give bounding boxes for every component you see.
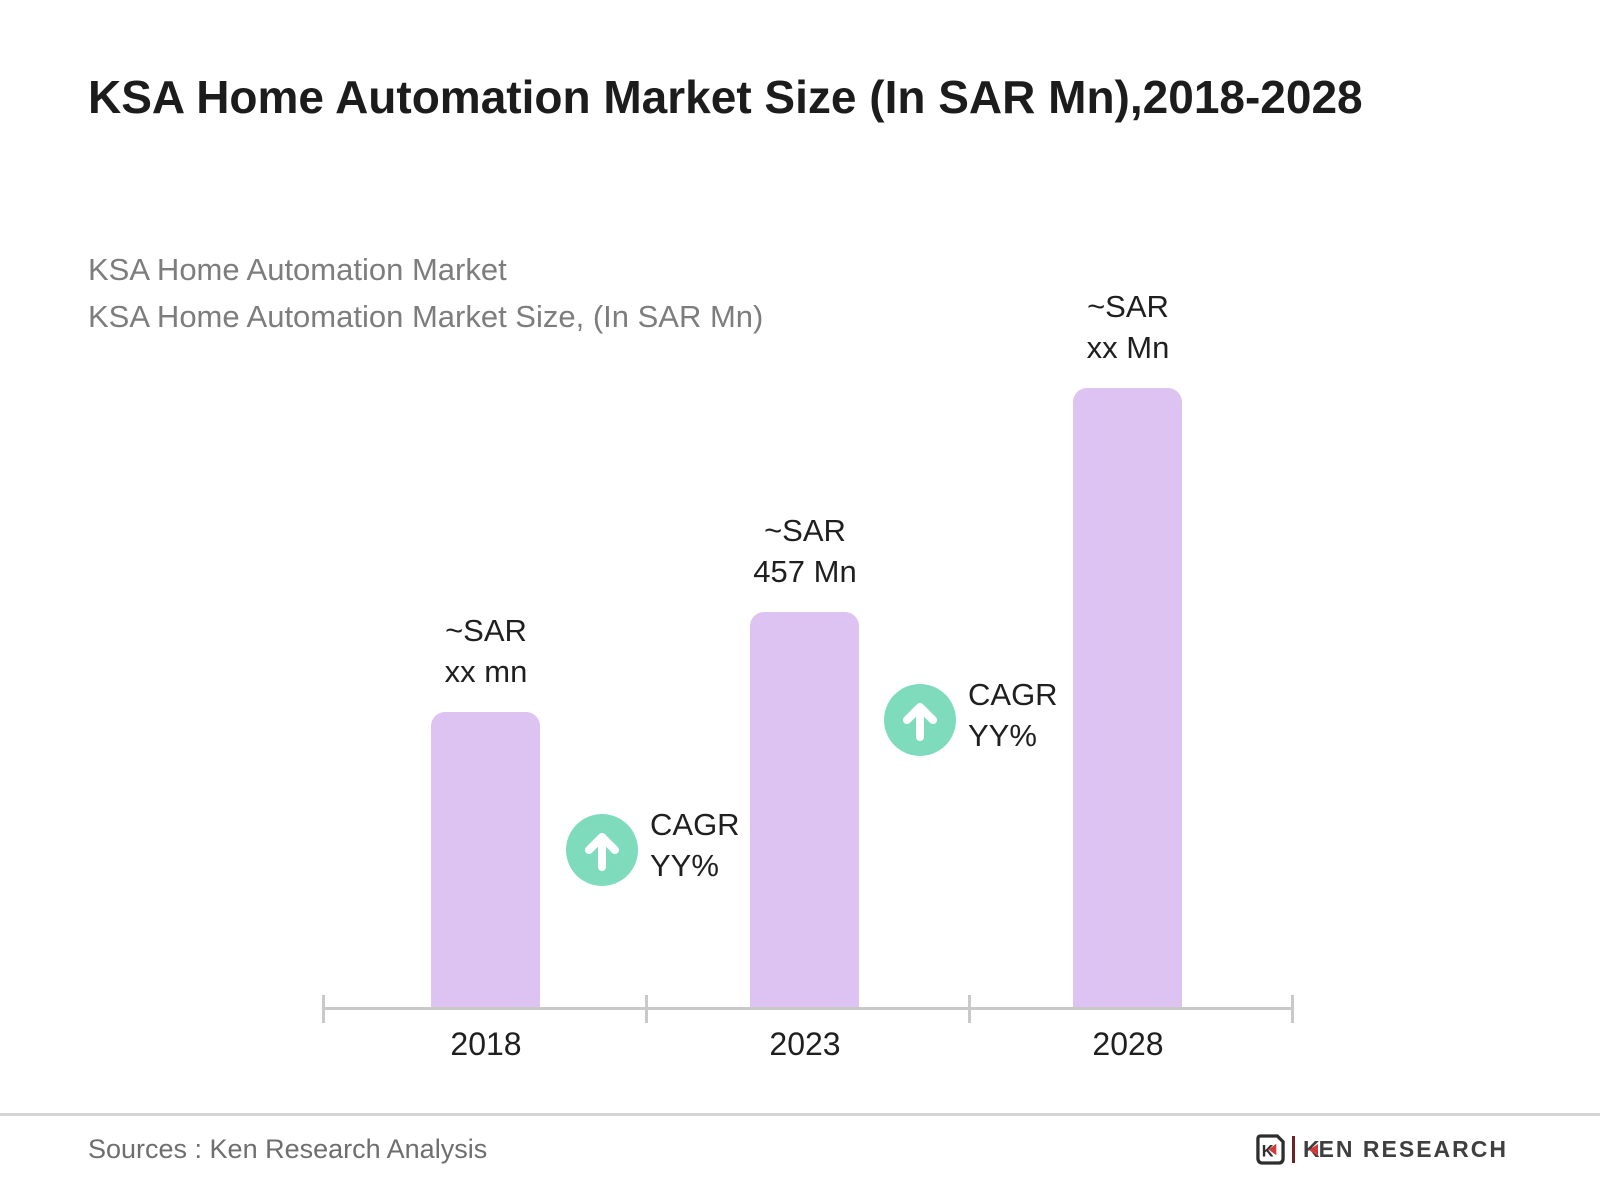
- x-axis-tick: [322, 995, 325, 1023]
- subtitle-line-2: KSA Home Automation Market Size, (In SAR…: [88, 299, 764, 334]
- logo-text: K EN RESEARCH: [1302, 1135, 1508, 1162]
- ken-research-logo: K K EN RESEARCH: [1256, 1133, 1508, 1165]
- x-axis-tick: [1291, 995, 1294, 1023]
- bar-2023: [750, 612, 859, 1010]
- bar-2028: [1073, 388, 1182, 1010]
- chart-subtitle: KSA Home Automation Market KSA Home Auto…: [88, 246, 763, 340]
- bar-2018: [431, 712, 540, 1010]
- x-axis-tick: [645, 995, 648, 1023]
- footer-divider: [0, 1113, 1600, 1116]
- logo-separator: [1291, 1135, 1295, 1163]
- bar-value-label-2023: ~SAR 457 Mn: [753, 513, 857, 589]
- cagr-label: CAGR YY%: [968, 677, 1058, 753]
- cagr-label: CAGR YY%: [650, 807, 740, 883]
- bar-value-label-2018: ~SAR xx mn: [444, 613, 528, 689]
- x-axis-label-2028: 2028: [1092, 1026, 1164, 1062]
- page-title: KSA Home Automation Market Size (In SAR …: [88, 71, 1363, 123]
- ken-research-badge-icon: K: [1256, 1133, 1285, 1165]
- arrow-up-circle-icon: [884, 684, 956, 756]
- x-axis-tick: [968, 995, 971, 1023]
- sources-text: Sources : Ken Research Analysis: [88, 1134, 488, 1164]
- svg-text:K: K: [1262, 1142, 1274, 1160]
- x-axis-label-2023: 2023: [769, 1026, 841, 1062]
- arrow-up-circle-icon: [566, 814, 638, 886]
- x-axis-label-2018: 2018: [450, 1026, 522, 1062]
- subtitle-line-1: KSA Home Automation Market: [88, 252, 507, 287]
- logo-red-triangle-icon: [1308, 1144, 1318, 1156]
- bar-value-label-2028: ~SAR xx Mn: [1086, 289, 1170, 365]
- x-axis-line: [322, 1007, 1294, 1010]
